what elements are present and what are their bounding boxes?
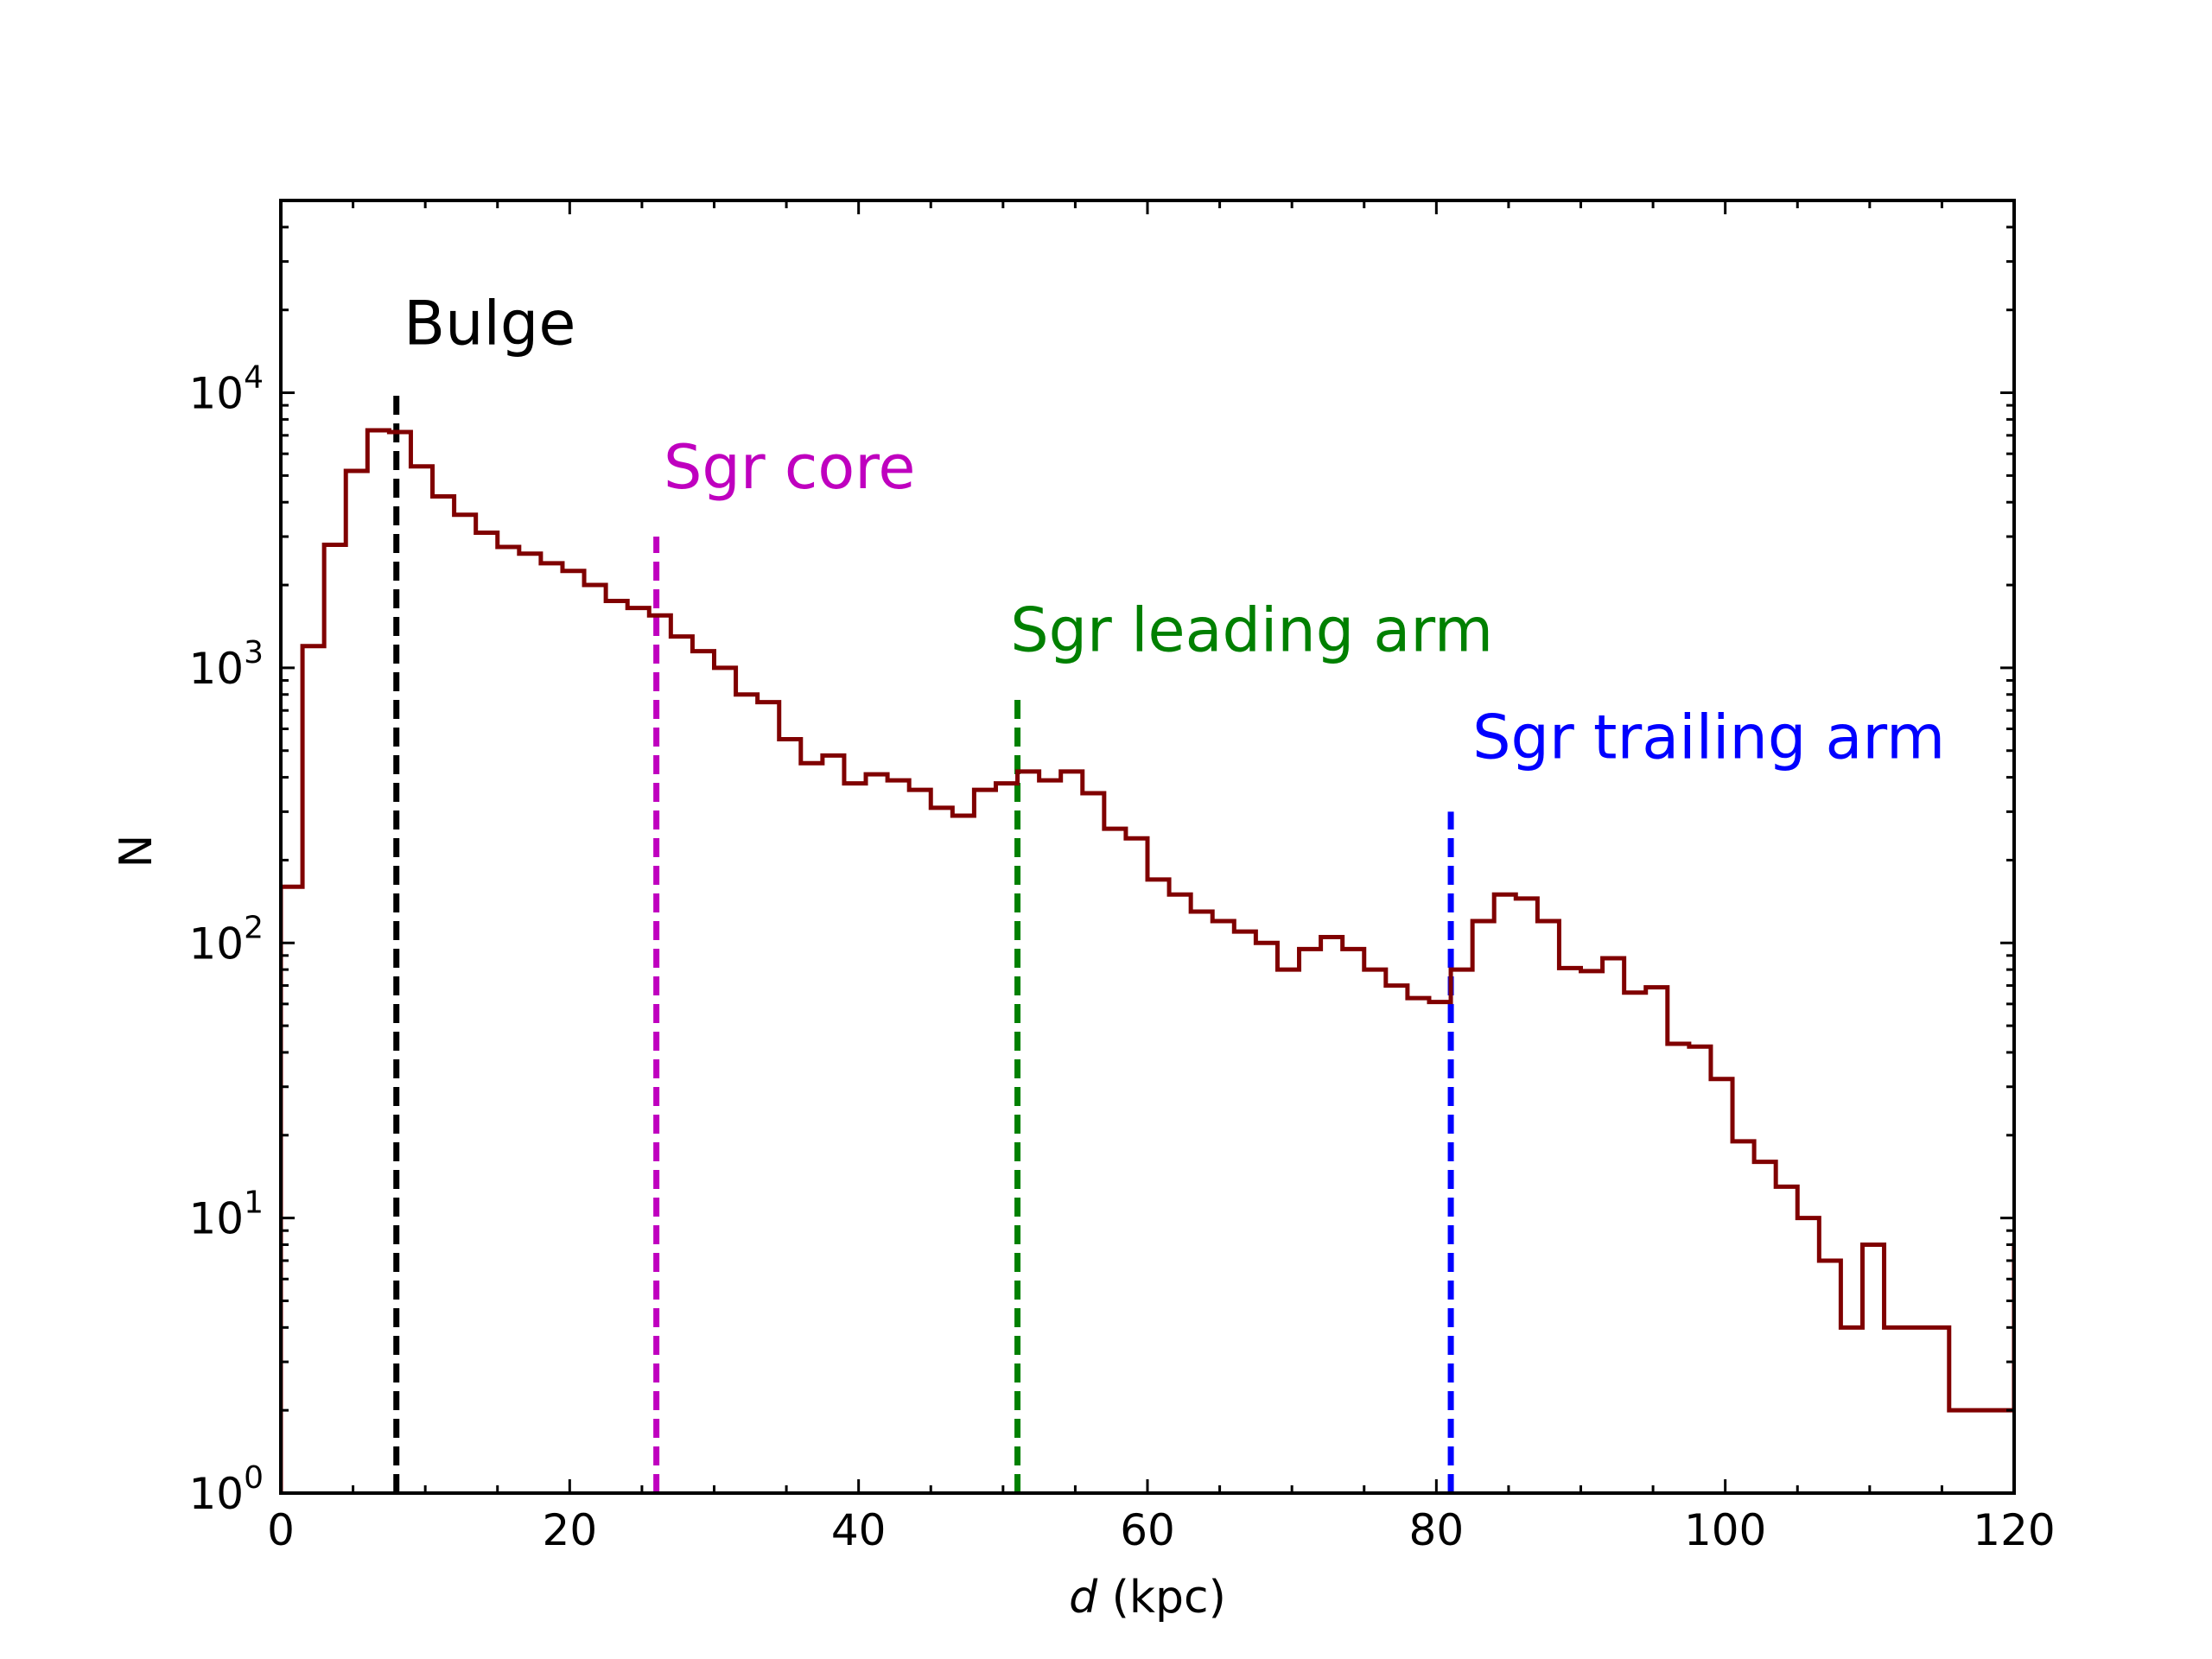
annotation-sgr-trailing-arm: Sgr trailing arm bbox=[1472, 702, 1945, 772]
y-tick-exponent: 2 bbox=[244, 910, 264, 945]
x-axis-label-unit: (kpc) bbox=[1097, 1572, 1226, 1624]
y-tick-exponent: 1 bbox=[244, 1185, 264, 1221]
y-tick-label: 100 bbox=[188, 1460, 264, 1519]
x-tick-label: 80 bbox=[1409, 1505, 1465, 1555]
x-tick-label: 20 bbox=[543, 1505, 598, 1555]
y-tick-label: 103 bbox=[188, 635, 264, 694]
y-tick-base: 10 bbox=[188, 644, 244, 694]
y-tick-label: 101 bbox=[188, 1185, 264, 1244]
x-tick-label: 60 bbox=[1120, 1505, 1175, 1555]
annotation-sgr-core: Sgr core bbox=[664, 432, 916, 503]
y-tick-exponent: 3 bbox=[244, 635, 264, 671]
y-tick-base: 10 bbox=[188, 369, 244, 419]
x-tick-label: 0 bbox=[267, 1505, 295, 1555]
x-tick-label: 40 bbox=[831, 1505, 887, 1555]
y-axis-label: N bbox=[111, 835, 162, 868]
x-tick-label: 100 bbox=[1684, 1505, 1766, 1555]
x-axis-label: d (kpc) bbox=[1069, 1572, 1226, 1624]
y-tick-base: 10 bbox=[188, 918, 244, 969]
marker-lines bbox=[393, 392, 1454, 1493]
y-tick-exponent: 0 bbox=[244, 1460, 264, 1496]
x-axis-label-italic: d bbox=[1069, 1572, 1098, 1624]
annotation-bulge: Bulge bbox=[404, 288, 575, 359]
y-tick-exponent: 4 bbox=[244, 360, 264, 396]
y-tick-base: 10 bbox=[188, 1469, 244, 1519]
plot-frame bbox=[279, 199, 2016, 1495]
histogram-step-line bbox=[281, 428, 2014, 1493]
x-tick-label: 120 bbox=[1973, 1505, 2055, 1555]
y-tick-base: 10 bbox=[188, 1194, 244, 1244]
annotation-sgr-leading-arm: Sgr leading arm bbox=[1010, 595, 1493, 666]
y-tick-label: 102 bbox=[188, 910, 264, 969]
x-tick-labels: 0 20 40 60 80 100 120 bbox=[267, 1505, 2056, 1555]
marker-annotations: Bulge Sgr core Sgr leading arm Sgr trailing… bbox=[404, 288, 1945, 772]
y-tick-label: 104 bbox=[188, 360, 264, 419]
